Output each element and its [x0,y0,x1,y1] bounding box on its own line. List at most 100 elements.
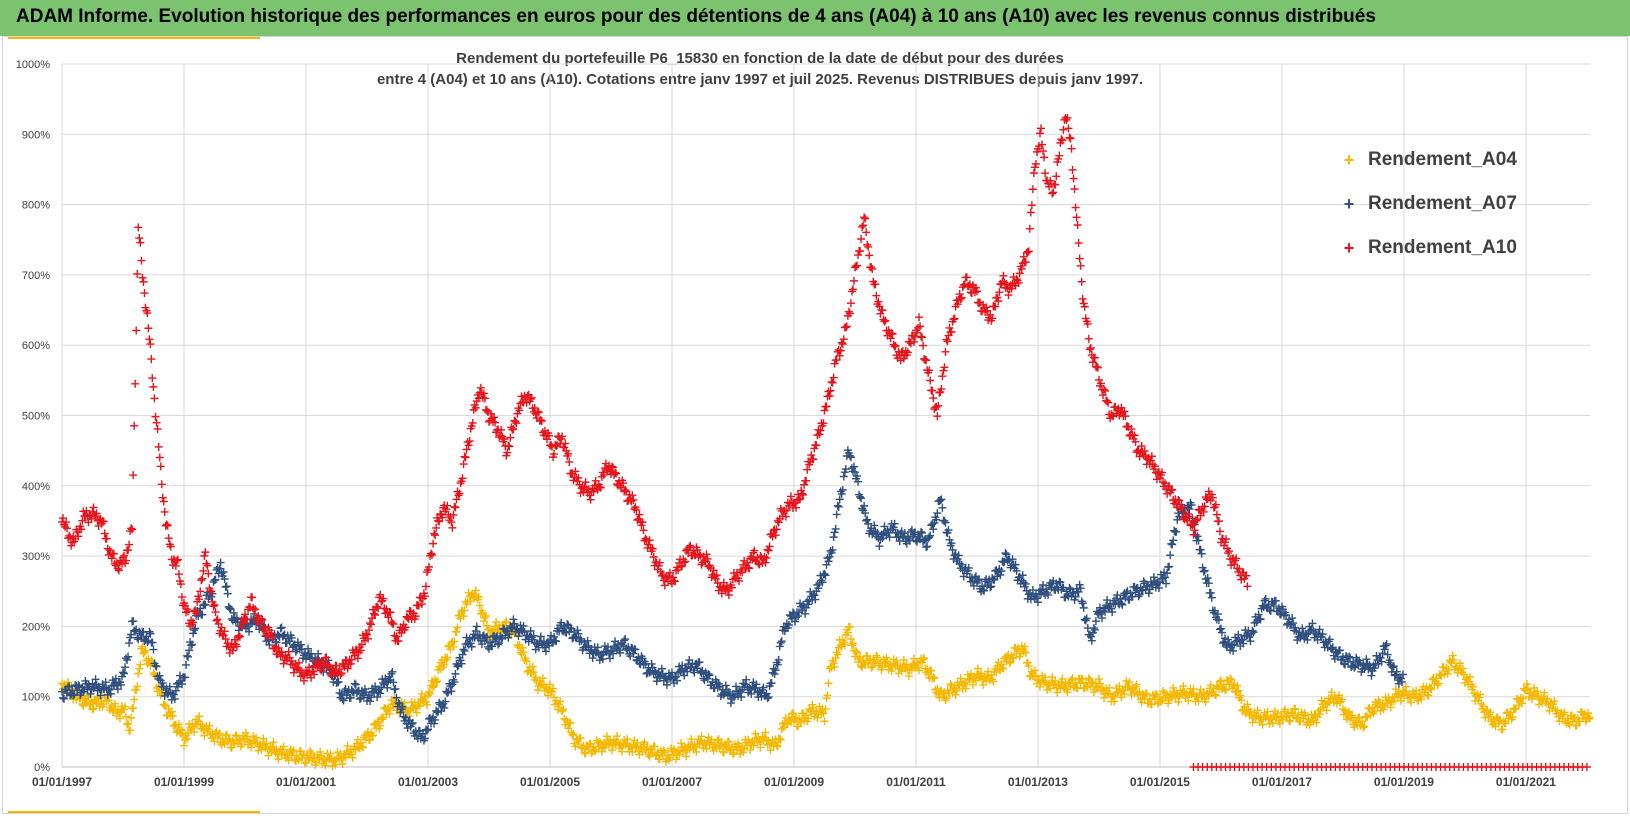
series-rendement-a07-point [672,672,681,681]
series-rendement-a07-point [407,719,416,728]
series-rendement-a10-point [362,630,371,639]
series-rendement-a07-point [1162,579,1171,588]
series-rendement-a04-point [915,666,924,675]
series-rendement-a07-point [828,545,837,554]
series-rendement-a04-point [728,750,737,759]
series-rendement-a10-point [140,289,149,298]
series-rendement-a07-point [833,501,842,510]
series-rendement-a10-point [452,495,461,504]
series-rendement-a04-point [1258,720,1267,729]
series-rendement-a10-point [918,333,927,342]
series-rendement-a07-point [1063,591,1072,600]
series-rendement-a04-point [1291,705,1300,714]
series-rendement-a07-point [944,526,953,535]
series-rendement-a10-point [107,554,116,563]
series-rendement-a10-point [149,382,158,391]
series-rendement-a04-point [195,712,204,721]
series-rendement-a10-point [1080,302,1089,311]
series-rendement-a07-point [221,583,230,592]
series-rendement-a04-point [1455,659,1464,668]
series-rendement-a10-point [786,492,795,501]
series-rendement-a07-point [770,670,779,679]
series-rendement-a04-point [357,742,366,751]
series-rendement-a07-point [705,671,714,680]
series-rendement-a04-point [631,742,640,751]
series-rendement-a07-point [928,520,937,529]
series-rendement-a07-point [494,640,503,649]
series-rendement-a07-point [1328,643,1337,652]
series-rendement-a04-point [501,618,510,627]
series-rendement-a04-point [1236,691,1245,700]
series-rendement-a07-point [173,682,182,691]
series-rendement-a10-point [506,433,515,442]
series-rendement-a10-point [657,571,666,580]
report-title: ADAM Informe. Evolution historique des p… [16,6,1376,27]
series-rendement-a07-point [121,663,130,672]
series-rendement-a10-point [828,378,837,387]
series-rendement-a10-point [232,642,241,651]
series-rendement-a10-point [171,561,180,570]
series-rendement-a04-point [576,734,585,743]
series-rendement-a07-point [1021,579,1030,588]
series-rendement-a10-point [693,545,702,554]
series-rendement-a07-point [937,495,946,504]
series-rendement-a07-point [922,543,931,552]
series-rendement-a10-point [628,491,637,500]
series-rendement-a10-point [712,571,721,580]
series-rendement-a10-point [267,629,276,638]
series-rendement-a04-point [714,735,723,744]
series-rendement-a07-point [861,509,870,518]
series-rendement-a07-point [471,627,480,636]
series-rendement-a10-point [152,418,161,427]
series-rendement-a10-point [912,328,921,337]
series-rendement-a10-point [1158,468,1166,477]
series-rendement-a10-point [284,647,293,656]
series-rendement-a07-point [73,686,82,695]
series-rendement-a04-point [452,627,461,636]
series-rendement-a04-point [1174,697,1183,706]
series-rendement-a10-point [92,509,101,518]
series-rendement-a10-point [612,469,621,478]
series-rendement-a10-point [962,273,971,282]
series-rendement-a04-point [843,628,852,637]
series-rendement-a10-point [1064,124,1073,133]
series-rendement-a10-point [853,261,862,270]
series-rendement-a10-point [995,288,1004,297]
series-rendement-a10-point [792,503,801,512]
series-rendement-a04-point [385,709,394,718]
series-rendement-a10-point [133,269,142,278]
series-rendement-a10-point [1211,500,1220,509]
series-rendement-a10-point [832,355,841,364]
series-rendement-a04-point [1268,718,1277,727]
series-rendement-a07-point [647,659,656,668]
series-rendement-a04-point [425,687,434,696]
series-rendement-a07-point [366,697,375,706]
series-rendement-a04-point [519,648,528,657]
series-rendement-a07-point [145,627,154,636]
series-rendement-a10-point [1029,168,1038,177]
series-rendement-a07-point [777,637,786,646]
series-rendement-a07-point [504,633,513,642]
series-rendement-a10-point [401,623,410,632]
report-header: ADAM Informe. Evolution historique des p… [0,0,1630,36]
series-rendement-a10-point [469,405,478,414]
series-rendement-a10-point [156,462,165,471]
series-rendement-a04-point [1169,683,1178,692]
series-rendement-a07-point [74,681,83,690]
series-rendement-a07-point [790,617,799,626]
series-rendement-a04-point [279,742,288,751]
series-rendement-a04-point [215,729,224,738]
series-rendement-a07-point [826,547,835,555]
y-tick-label: 0% [34,762,50,774]
series-rendement-a07-point [152,662,161,671]
legend-marker-a04: + [1343,149,1355,170]
series-rendement-a04-point [820,717,829,726]
series-rendement-a10-point [346,659,355,668]
series-rendement-a10-point [508,425,517,434]
series-rendement-a04-point [88,705,97,714]
series-rendement-a10-point [130,421,139,430]
series-rendement-a10-point [702,550,711,559]
series-rendement-a10-point [299,676,308,685]
series-rendement-a10-point [162,520,171,529]
series-rendement-a04-point [160,701,169,710]
